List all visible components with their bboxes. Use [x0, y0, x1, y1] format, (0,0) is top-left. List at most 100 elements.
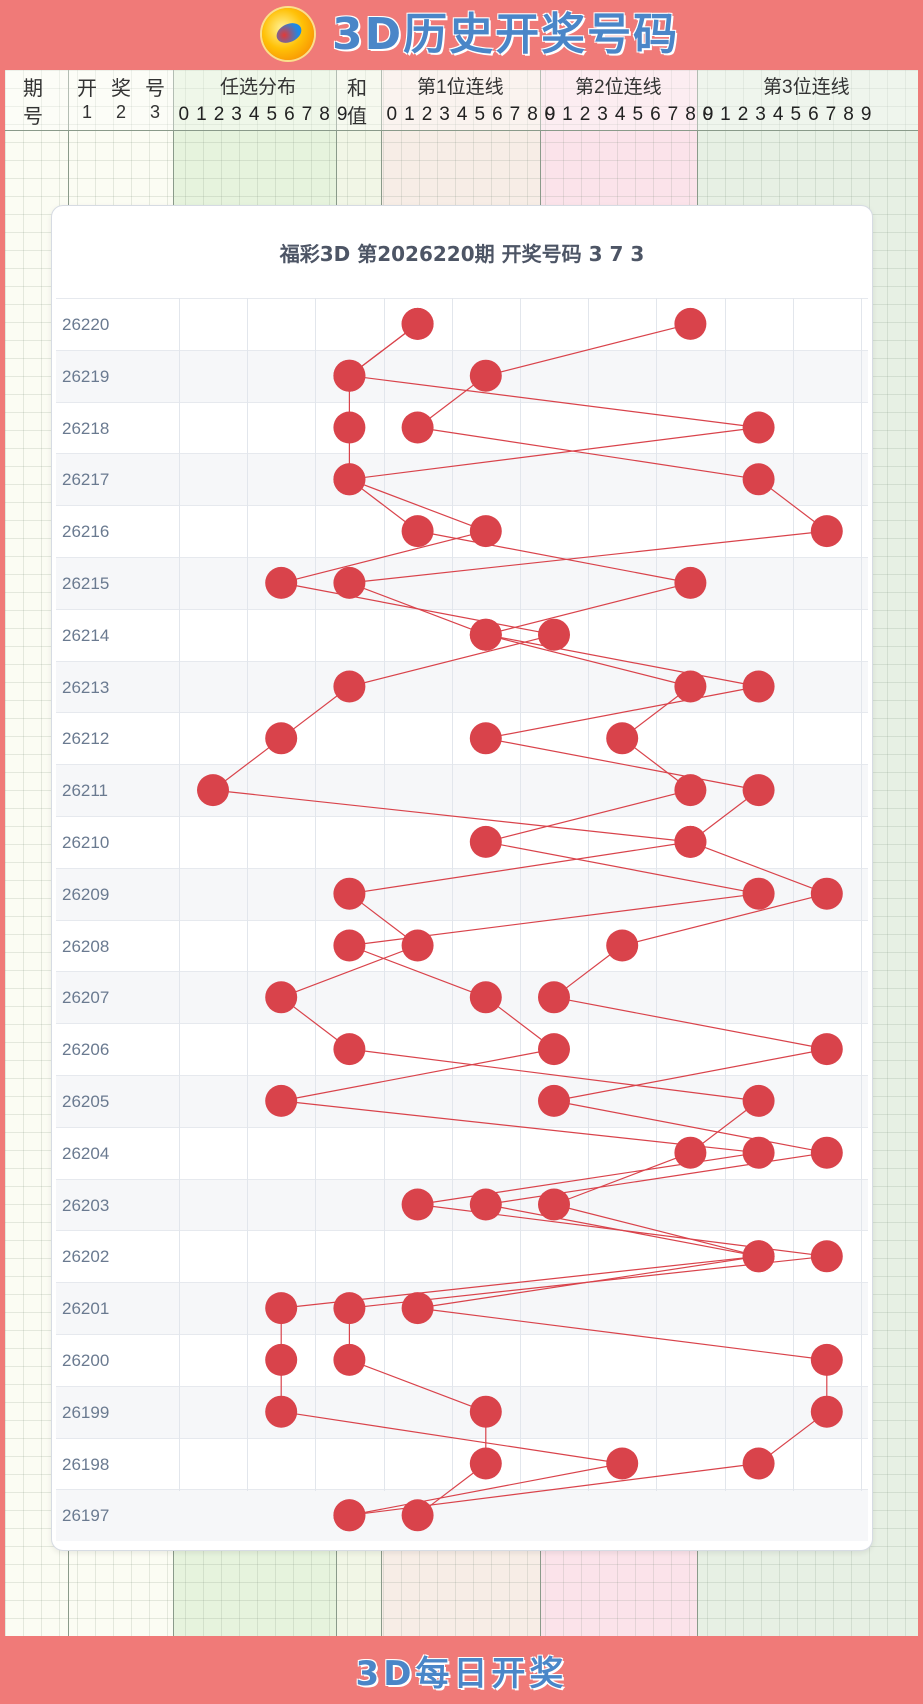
issue-label: 26208 — [62, 936, 110, 956]
trend-line-segment — [349, 1462, 623, 1516]
column-line — [451, 298, 453, 1491]
table-row: 26220 — [56, 298, 868, 350]
trend-line-segment — [281, 530, 486, 584]
trend-line-segment — [553, 1048, 827, 1102]
draw-dot — [674, 825, 707, 858]
draw-dot — [810, 1033, 843, 1066]
draw-dot — [469, 722, 502, 755]
table-row: 26205 — [56, 1075, 868, 1127]
table-row: 26210 — [56, 816, 868, 868]
draw-dot — [401, 1188, 434, 1221]
pos3-header: 第3位连线 — [763, 77, 850, 98]
pos1-header: 第1位连线 — [417, 77, 504, 98]
digit-label: 4 — [772, 104, 784, 125]
draw-dot — [810, 1240, 843, 1273]
digit-label: 5 — [632, 104, 644, 125]
draw-dot — [538, 981, 570, 1014]
draw-dot — [469, 359, 502, 392]
draw-dot — [401, 1292, 434, 1325]
draw-dot — [742, 1136, 775, 1169]
trend-line-segment — [553, 996, 827, 1050]
digit-label: 7 — [301, 104, 313, 125]
trend-line-segment — [349, 530, 827, 584]
trend-line-segment — [485, 634, 759, 688]
draw-dot — [810, 1343, 843, 1376]
digit-label: 4 — [456, 104, 468, 125]
issue-label: 26197 — [62, 1506, 110, 1526]
digit-label: 0 — [544, 104, 556, 125]
trend-line-segment — [553, 1152, 691, 1206]
digit-label: 5 — [474, 104, 486, 125]
trend-line-segment — [485, 634, 691, 688]
trend-line-segment — [690, 841, 828, 895]
digit-label: 0 — [386, 104, 398, 125]
draw-dot — [401, 515, 434, 548]
digit-label: 5 — [266, 104, 278, 125]
digit-label: 4 — [614, 104, 626, 125]
page-title: 3D历史开奖号码 — [332, 9, 680, 60]
issue-label: 26214 — [62, 625, 110, 645]
trend-line-segment — [349, 634, 555, 688]
digit-label: 5 — [790, 104, 802, 125]
issue-label: 26201 — [62, 1299, 110, 1319]
trend-line-segment — [349, 375, 759, 429]
trend-line-segment — [349, 944, 487, 998]
digit-label: 0 — [178, 104, 190, 125]
trend-line-segment — [417, 426, 759, 480]
trend-chart-card: 福彩3D 第2026220期 开奖号码 3 7 3 26220 26219 2621… — [51, 205, 873, 1551]
issue-label: 26205 — [62, 1092, 110, 1111]
issue-label: 26203 — [62, 1195, 110, 1215]
draw-dot — [265, 981, 298, 1014]
digit-label: 7 — [825, 104, 837, 125]
trend-line-segment — [417, 1152, 759, 1206]
column-line — [315, 298, 317, 1491]
table-row: 26202 — [56, 1230, 868, 1282]
digit-label: 3 — [755, 104, 766, 125]
draw-dot — [674, 1136, 707, 1169]
issue-label: 26199 — [62, 1402, 110, 1422]
draw-dot — [333, 1499, 366, 1532]
draw-dot — [265, 722, 298, 755]
draw-header: 号 — [145, 78, 165, 100]
table-row: 26218 — [56, 401, 868, 454]
draw-dot — [265, 1292, 298, 1325]
trend-plot — [197, 307, 843, 1532]
trend-line-segment — [485, 1203, 759, 1257]
issue-label: 26220 — [62, 315, 110, 334]
trend-line-segment — [349, 582, 487, 636]
issue-label: 26218 — [62, 418, 110, 438]
table-row: 26198 — [56, 1437, 868, 1490]
trend-line-segment — [417, 1255, 759, 1309]
draw-dot — [469, 1395, 502, 1428]
draw-dot — [674, 670, 707, 703]
trend-line-segment — [417, 1307, 827, 1361]
issue-label: 26210 — [62, 833, 110, 852]
draw-dot — [742, 774, 775, 807]
digit-label: 6 — [284, 104, 295, 125]
digit-label: 2 — [213, 104, 225, 125]
draw-dot — [538, 1084, 570, 1117]
issue-label: 26198 — [62, 1454, 110, 1474]
trend-line-segment — [281, 1411, 623, 1465]
draw-dot — [810, 877, 843, 910]
draw-dot — [606, 929, 639, 962]
column-line — [247, 298, 249, 1491]
digit-label: 6 — [808, 104, 819, 125]
table-row: 26216 — [56, 505, 868, 557]
draw-dot — [469, 618, 502, 651]
issue-label: 26209 — [62, 884, 110, 904]
trend-line-segment — [349, 478, 487, 532]
trend-line-segment — [485, 323, 691, 377]
draw-dot — [265, 1343, 298, 1376]
issue-label: 26212 — [62, 729, 110, 749]
table-row: 26199 — [56, 1385, 868, 1438]
chart-title: 福彩3D 第2026220期 开奖号码 3 7 3 — [279, 242, 645, 266]
trend-line-segment — [553, 1203, 759, 1257]
digit-label: 7 — [509, 104, 521, 125]
trend-line-segment — [281, 1048, 555, 1102]
pos2-header: 第2位连线 — [575, 77, 662, 98]
trend-line-segment — [485, 685, 759, 739]
draw-position: 2 — [116, 102, 127, 122]
